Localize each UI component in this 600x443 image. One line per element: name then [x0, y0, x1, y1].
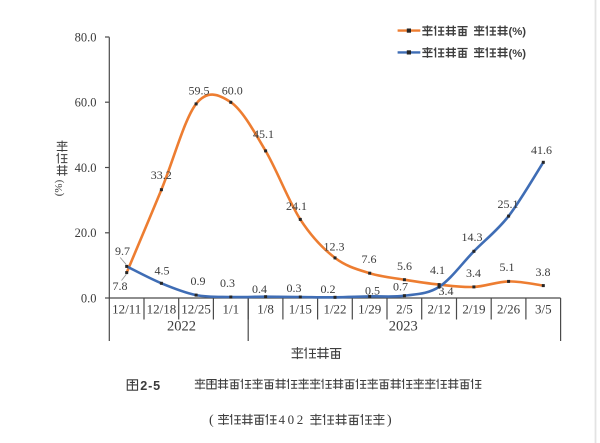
svg-text:1/1: 1/1 [222, 302, 239, 317]
svg-text:(%): (%) [509, 26, 527, 38]
svg-text:5.1: 5.1 [500, 260, 515, 274]
svg-text:4.5: 4.5 [155, 264, 170, 278]
svg-text:5.6: 5.6 [397, 259, 412, 273]
svg-text:3/5: 3/5 [535, 302, 552, 317]
svg-text:80.0: 80.0 [75, 30, 97, 44]
svg-text:2023: 2023 [389, 318, 418, 334]
svg-text:7.6: 7.6 [362, 252, 377, 266]
svg-text:3.8: 3.8 [536, 265, 551, 279]
svg-text:2/12: 2/12 [428, 302, 451, 317]
svg-text:45.1: 45.1 [253, 127, 274, 141]
svg-text:3.4: 3.4 [466, 266, 481, 280]
svg-text:(: ( [209, 413, 214, 428]
svg-text:41.6: 41.6 [531, 143, 552, 157]
svg-text:1/15: 1/15 [289, 302, 312, 317]
svg-text:4.1: 4.1 [430, 263, 445, 277]
svg-text:3.4: 3.4 [439, 284, 454, 298]
svg-text:0.9: 0.9 [191, 274, 206, 288]
svg-text:0.2: 0.2 [321, 282, 336, 296]
svg-text:0.0: 0.0 [81, 291, 97, 305]
svg-text:2/26: 2/26 [497, 302, 521, 317]
svg-text:1/29: 1/29 [358, 302, 381, 317]
svg-text:0.3: 0.3 [220, 276, 235, 290]
svg-text:2/5: 2/5 [396, 302, 413, 317]
svg-text:0.5: 0.5 [365, 284, 380, 298]
svg-text:0.3: 0.3 [287, 281, 302, 295]
svg-text:(%): (%) [53, 179, 65, 196]
svg-text:40.0: 40.0 [75, 161, 97, 175]
svg-text:7.8: 7.8 [113, 279, 128, 293]
svg-text:59.5: 59.5 [189, 84, 210, 98]
svg-text:1/22: 1/22 [323, 302, 346, 317]
svg-text:): ) [387, 413, 392, 428]
svg-text:402: 402 [279, 412, 306, 427]
svg-text:14.3: 14.3 [462, 230, 483, 244]
svg-text:12/25: 12/25 [181, 302, 211, 317]
svg-text:2022: 2022 [167, 318, 196, 334]
svg-text:2-5: 2-5 [140, 379, 161, 393]
svg-text:0.7: 0.7 [393, 280, 408, 294]
svg-text:12/18: 12/18 [147, 302, 177, 317]
svg-text:2/19: 2/19 [462, 302, 485, 317]
svg-text:0.4: 0.4 [252, 282, 267, 296]
svg-text:1/8: 1/8 [257, 302, 274, 317]
svg-text:25.1: 25.1 [498, 197, 519, 211]
svg-text:(%): (%) [509, 48, 527, 60]
svg-text:33.2: 33.2 [151, 168, 172, 182]
svg-text:24.1: 24.1 [286, 199, 307, 213]
svg-text:12/11: 12/11 [112, 302, 141, 317]
svg-text:9.7: 9.7 [115, 244, 130, 258]
svg-text:20.0: 20.0 [75, 226, 97, 240]
svg-text:12.3: 12.3 [324, 240, 345, 254]
svg-text:60.0: 60.0 [222, 83, 243, 97]
svg-text:60.0: 60.0 [75, 96, 97, 110]
